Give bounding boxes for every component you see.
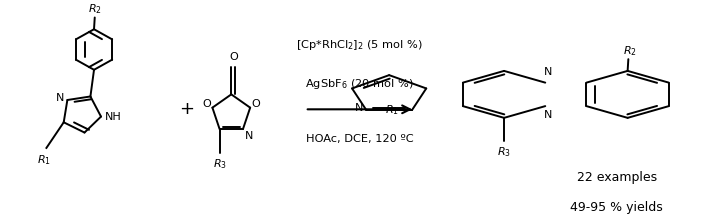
Text: R$_2$: R$_2$ (623, 44, 637, 58)
Text: N: N (56, 93, 64, 103)
Text: 22 examples: 22 examples (577, 171, 657, 184)
Text: O: O (230, 52, 238, 62)
Text: O: O (251, 99, 261, 109)
Text: N: N (544, 110, 552, 120)
Text: R$_2$: R$_2$ (89, 3, 103, 16)
Text: N: N (355, 103, 363, 113)
Text: [Cp*RhCl$_2$]$_2$ (5 mol %): [Cp*RhCl$_2$]$_2$ (5 mol %) (296, 38, 423, 52)
Text: +: + (179, 100, 194, 118)
Text: R$_3$: R$_3$ (212, 157, 227, 171)
Text: NH: NH (105, 112, 122, 122)
Text: R$_3$: R$_3$ (497, 146, 511, 159)
Text: AgSbF$_6$ (20 mol %): AgSbF$_6$ (20 mol %) (305, 77, 414, 91)
Text: N: N (544, 67, 552, 77)
Text: HOAc, DCE, 120 ºC: HOAc, DCE, 120 ºC (305, 134, 414, 144)
Text: R$_1$: R$_1$ (38, 153, 51, 167)
Text: O: O (202, 99, 211, 109)
Text: R$_1$: R$_1$ (385, 103, 399, 117)
Text: 49-95 % yields: 49-95 % yields (570, 201, 664, 214)
Text: N: N (245, 131, 253, 141)
